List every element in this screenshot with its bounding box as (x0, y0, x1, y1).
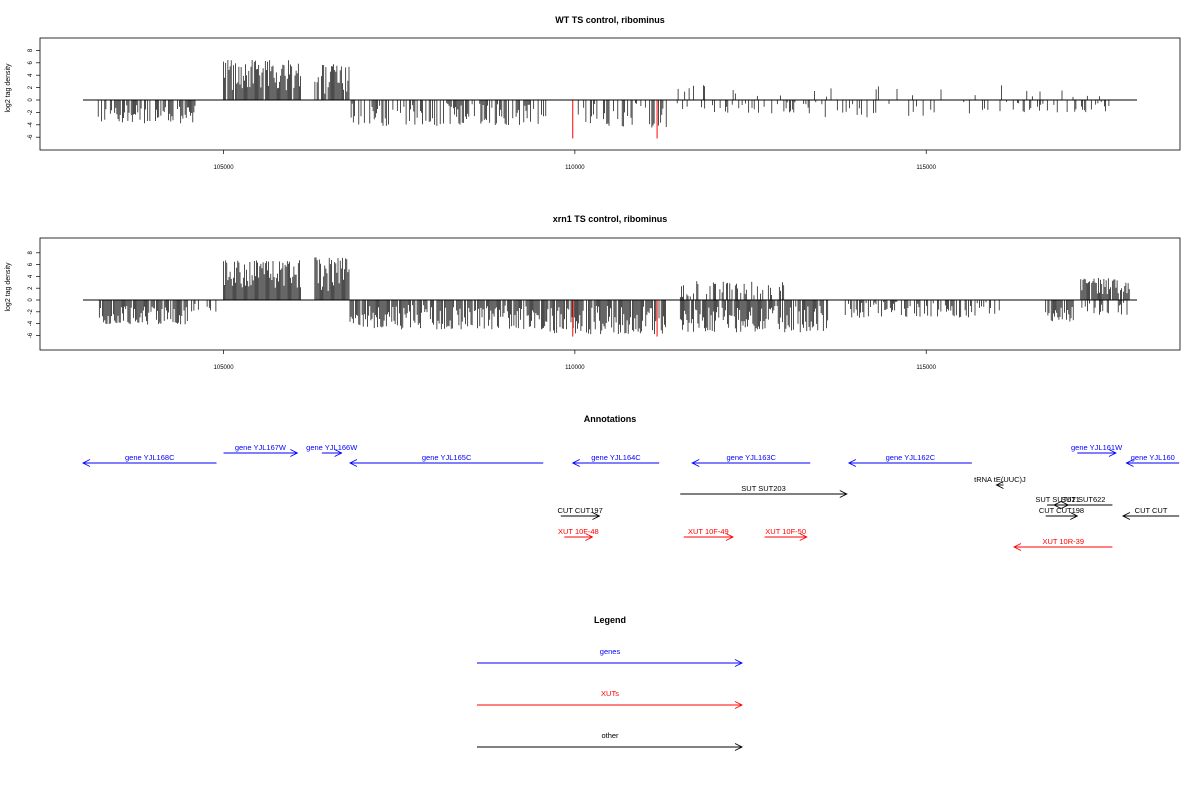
annotation-label: gene YJL167W (235, 443, 287, 452)
annotation-arrow (223, 449, 299, 457)
y-tick-label: 6 (28, 262, 34, 266)
annotation-arrow (847, 459, 972, 467)
x-tick-label: 110000 (565, 165, 585, 171)
annotation-label: gene YJL162C (886, 453, 936, 462)
annotation-label: gene YJL164C (591, 453, 641, 462)
y-tick-label: 2 (28, 85, 34, 89)
annotation-arrow (764, 533, 808, 541)
xrn1-track-panel: xrn1 TS control, ribominus log2 tag dens… (5, 214, 1181, 371)
annotation-arrow (571, 459, 660, 467)
wt-track-panel: WT TS control, ribominus log2 tag densit… (5, 15, 1181, 171)
annotation-arrow (1121, 512, 1180, 520)
annotation-arrow (1053, 501, 1113, 509)
annotation-label: SUT SUT621 (1035, 495, 1079, 504)
annotations-title: Annotations (584, 414, 637, 424)
xrn1-track-ylabel: log2 tag density (5, 262, 12, 312)
legend-title: Legend (594, 615, 626, 625)
wt-x-axis: 105000 110000 115000 (214, 150, 937, 171)
legend-arrow (477, 743, 744, 751)
annotation-label: gene YJL163C (726, 453, 776, 462)
annotation-arrow (560, 512, 601, 520)
annotation-arrow (680, 490, 848, 498)
x-tick-label: 105000 (214, 365, 235, 371)
annotation-label: CUT CUT198 (1039, 506, 1084, 515)
annotation-arrow (321, 449, 343, 457)
annotation-arrow (683, 533, 734, 541)
y-tick-label: -6 (28, 332, 34, 338)
annotation-label: gene YJL161W (1071, 443, 1123, 452)
y-tick-label: -2 (28, 109, 34, 115)
legend: genes XUTs other (477, 647, 744, 751)
wt-density-bars (97, 60, 1110, 128)
y-tick-label: -6 (28, 134, 34, 140)
annotation-label: XUT 10F-48 (558, 527, 599, 536)
y-tick-label: -4 (28, 121, 34, 127)
y-tick-label: 0 (28, 298, 34, 302)
annotation-label: XUT 10R-39 (1042, 537, 1084, 546)
annotation-arrow (995, 481, 1004, 489)
annotation-arrow (81, 459, 217, 467)
legend-label: genes (600, 647, 621, 656)
annotation-label: XUT 10F-50 (765, 527, 806, 536)
xrn1-density-bars (98, 257, 1130, 335)
y-tick-label: -2 (28, 308, 34, 314)
legend-label: XUTs (601, 689, 619, 698)
y-tick-label: -4 (28, 320, 34, 326)
x-tick-label: 115000 (916, 165, 936, 171)
annotation-track: gene YJL168C gene YJL167W gene YJL166W gene… (81, 443, 1180, 551)
y-tick-label: 8 (28, 48, 34, 52)
y-tick-label: 2 (28, 286, 34, 290)
legend-arrow (477, 659, 744, 667)
annotation-arrow (1077, 449, 1117, 457)
y-tick-label: 8 (28, 250, 34, 254)
annotation-arrow (349, 459, 544, 467)
wt-highlight-bars (572, 100, 658, 139)
annotation-arrow (1045, 512, 1079, 520)
annotation-arrow (691, 459, 811, 467)
annotation-label: CUT CUT (1135, 506, 1168, 515)
y-tick-label: 6 (28, 60, 34, 64)
y-tick-label: 0 (28, 98, 34, 102)
annotation-label: tRNA tE(UUC)J (974, 475, 1026, 484)
annotation-label: gene YJL160 (1131, 453, 1175, 462)
y-tick-label: 4 (28, 274, 34, 278)
annotation-arrow (1125, 459, 1180, 467)
wt-track-ylabel: log2 tag density (5, 63, 12, 113)
legend-arrow (477, 701, 744, 709)
annotation-label: SUT SUT203 (741, 484, 785, 493)
annotation-label: CUT CUT197 (557, 506, 602, 515)
annotation-label: XUT 10F-49 (688, 527, 729, 536)
xrn1-track-title: xrn1 TS control, ribominus (553, 214, 668, 224)
wt-y-axis: -6 -4 -2 0 2 4 6 8 (28, 48, 40, 140)
annotation-label: gene YJL165C (422, 453, 472, 462)
x-tick-label: 105000 (214, 165, 235, 171)
x-tick-label: 115000 (916, 365, 936, 371)
xrn1-plot-frame (39, 237, 1181, 351)
annotation-label: gene YJL168C (125, 453, 175, 462)
annotation-arrow (1013, 543, 1113, 551)
x-tick-label: 110000 (565, 365, 585, 371)
annotation-arrow (564, 533, 594, 541)
wt-track-title: WT TS control, ribominus (555, 15, 665, 25)
wt-plot-frame (39, 37, 1181, 151)
xrn1-x-axis: 105000 110000 115000 (214, 350, 937, 371)
annotation-label: gene YJL166W (306, 443, 358, 452)
legend-label: other (601, 731, 619, 740)
xrn1-y-axis: -6 -4 -2 0 2 4 6 8 (28, 250, 40, 338)
annotation-label: SUT SUT622 (1061, 495, 1105, 504)
xrn1-highlight-bars (572, 300, 658, 337)
y-tick-label: 4 (28, 73, 34, 77)
